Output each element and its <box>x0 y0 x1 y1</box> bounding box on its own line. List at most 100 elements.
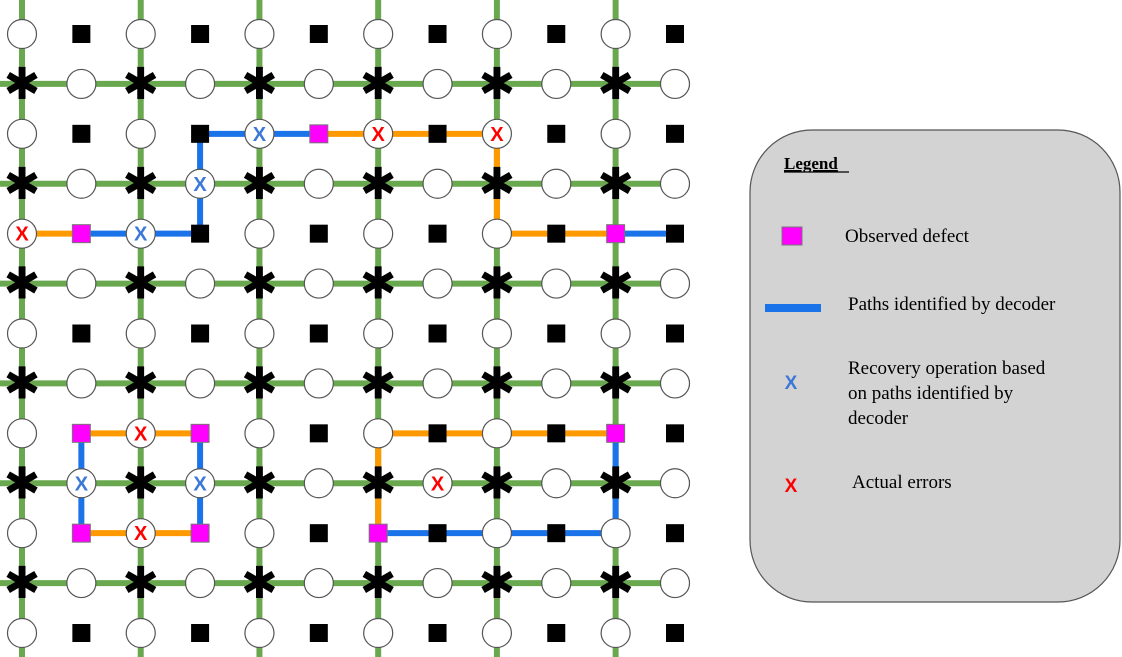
legend-recovery-label-line-1: Recovery operation based <box>848 358 1046 379</box>
error-x-icon: X <box>134 523 148 545</box>
qubit-circle <box>541 168 572 199</box>
star-vertex-icon: ✱ <box>360 259 397 310</box>
qubit-circle <box>422 268 453 299</box>
error-x-icon: X <box>134 423 148 445</box>
stabilizer-square <box>309 524 328 543</box>
star-vertex-icon: ✱ <box>478 358 515 409</box>
qubit-circle <box>303 68 334 100</box>
legend-error-label: Actual errors <box>852 472 952 493</box>
star-vertex-icon: ✱ <box>4 458 41 509</box>
qubit-circle <box>363 318 394 349</box>
star-vertex-icon: ✱ <box>4 59 41 110</box>
star-vertex-icon: ✱ <box>241 558 278 609</box>
stabilizer-square <box>666 424 684 443</box>
stabilizer-square <box>428 524 447 543</box>
qubit-circle <box>66 567 97 599</box>
observed-defect <box>368 523 388 543</box>
qubit-circle <box>659 567 691 599</box>
stabilizer-square <box>547 524 566 543</box>
qubit-circle <box>659 68 691 100</box>
qubit-circle <box>184 468 216 499</box>
stabilizer-square <box>309 324 328 343</box>
recovery-x-icon: X <box>75 473 89 495</box>
stabilizer-square <box>191 224 210 243</box>
qubit-circle <box>481 617 513 649</box>
qubit-circle <box>125 118 156 149</box>
qubit-circle <box>481 218 513 249</box>
qubit-circle <box>66 168 97 199</box>
legend-defect-label: Observed defect <box>845 226 970 247</box>
qubit-circle <box>244 118 275 149</box>
qubit-circle <box>184 368 216 399</box>
qubit-circle <box>600 318 631 349</box>
qubit-circle <box>6 218 38 249</box>
error-x-icon: X <box>490 124 504 146</box>
error-x-icon: X <box>431 473 445 495</box>
qubit-circle <box>600 118 631 149</box>
qubit-circle <box>541 268 572 299</box>
error-x-icon: X <box>15 224 29 246</box>
star-vertex-icon: ✱ <box>597 59 634 110</box>
qubit-circle <box>66 368 97 399</box>
qubit-circle <box>481 18 513 50</box>
star-vertex-icon: ✱ <box>360 59 397 110</box>
stabilizer-square <box>666 324 684 343</box>
star-vertex-icon: ✱ <box>360 159 397 210</box>
stabilizer-square <box>547 124 566 143</box>
qubit-circle <box>600 518 631 549</box>
qubit-circle <box>6 318 38 349</box>
qubit-circle <box>481 118 513 149</box>
qubit-circle <box>125 518 156 549</box>
qubit-circle <box>244 418 275 449</box>
qubit-circle <box>659 368 691 399</box>
observed-defect <box>71 224 91 244</box>
legend-background <box>749 129 1121 603</box>
star-vertex-icon: ✱ <box>4 558 41 609</box>
legend-recovery-label-line-3: decoder <box>848 408 909 429</box>
qubit-circle <box>363 617 394 649</box>
qubit-circle <box>541 368 572 399</box>
qubit-circle <box>303 567 334 599</box>
observed-defect <box>190 423 210 443</box>
recovery-x-icon: X <box>193 473 207 495</box>
legend-box: Legend Observed defect Paths identified … <box>749 129 1121 603</box>
star-vertex-icon: ✱ <box>597 558 634 609</box>
star-vertex-icon: ✱ <box>241 159 278 210</box>
star-vertex-icon: ✱ <box>360 458 397 509</box>
qubit-circle <box>303 268 334 299</box>
stabilizer-square <box>428 424 447 443</box>
star-vertex-icon: ✱ <box>478 159 515 210</box>
star-vertex-icon: ✱ <box>360 358 397 409</box>
legend-title: Legend <box>784 154 838 173</box>
qubit-circle <box>303 468 334 499</box>
legend-recovery-x-icon: X <box>785 373 798 394</box>
stabilizer-square <box>309 424 328 443</box>
qubit-circle <box>541 468 572 499</box>
star-vertex-icon: ✱ <box>241 59 278 110</box>
stabilizer-square <box>428 224 447 243</box>
qubit-circle <box>6 118 38 149</box>
qubit-circle <box>481 418 513 449</box>
qubit-circle <box>244 318 275 349</box>
star-vertex-icon: ✱ <box>478 558 515 609</box>
observed-defect <box>309 124 329 144</box>
qubit-circle <box>6 418 38 449</box>
stabilizer-square <box>72 624 91 642</box>
qubit-circle <box>363 18 394 50</box>
star-vertex-icon: ✱ <box>360 558 397 609</box>
star-vertex-icon: ✱ <box>478 259 515 310</box>
stabilizer-square <box>428 624 447 642</box>
stabilizer-square <box>666 25 684 43</box>
qubit-circle <box>125 418 156 449</box>
qubit-circle <box>422 567 453 599</box>
qubit-circle <box>184 168 216 199</box>
qubit-circle <box>244 617 275 649</box>
star-vertex-icon: ✱ <box>597 358 634 409</box>
stabilizer-square <box>666 124 684 143</box>
stabilizer-square <box>309 224 328 243</box>
qubit-circle <box>184 68 216 100</box>
recovery-x-icon: X <box>253 124 267 146</box>
qubit-circle <box>66 68 97 100</box>
qubit-circle <box>66 468 97 499</box>
qubit-circle <box>541 567 572 599</box>
